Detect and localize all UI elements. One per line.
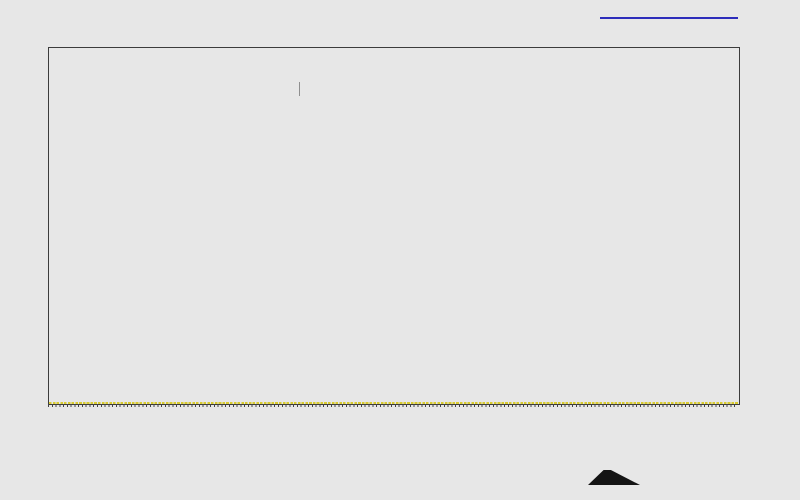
energy-line bbox=[49, 48, 739, 404]
plot-area bbox=[48, 47, 740, 405]
volcano-icon bbox=[588, 470, 640, 485]
volcanodiscovery-logo[interactable] bbox=[588, 444, 758, 492]
annotation-pointer-line bbox=[299, 82, 300, 96]
baseline-m4-dashes bbox=[49, 402, 739, 404]
energy-legend-line-sample bbox=[600, 17, 738, 19]
x-axis-minor-ticks bbox=[48, 404, 738, 407]
